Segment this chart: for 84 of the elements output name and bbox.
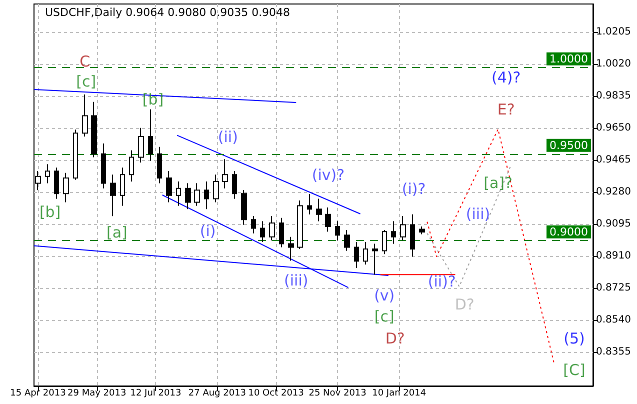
candlestick bbox=[213, 174, 219, 203]
x-tick-label: 12 Jul 2013 bbox=[130, 388, 182, 398]
candlestick bbox=[204, 181, 209, 210]
candlestick bbox=[91, 101, 97, 158]
candlestick bbox=[410, 214, 415, 258]
annotation: [c] bbox=[76, 72, 96, 91]
annotation: (ii) bbox=[218, 128, 238, 146]
candlestick bbox=[382, 229, 387, 255]
annotation: [a] bbox=[106, 224, 128, 242]
candlestick bbox=[166, 170, 172, 203]
candlestick bbox=[260, 220, 265, 243]
y-tick-label: 1.0205 bbox=[596, 26, 631, 38]
y-tick-label: 0.8910 bbox=[596, 250, 631, 262]
candlestick bbox=[344, 229, 350, 252]
annotation: [b] bbox=[142, 90, 164, 108]
y-tick-label: 0.8355 bbox=[596, 346, 631, 358]
candlestick bbox=[63, 172, 69, 203]
x-tick-label: 15 Apr 2013 bbox=[10, 388, 66, 398]
annotation: [a]? bbox=[484, 174, 512, 192]
candlestick bbox=[419, 226, 425, 235]
candlestick bbox=[176, 181, 181, 206]
candlestick bbox=[325, 206, 331, 232]
candlestick bbox=[232, 170, 237, 200]
candlestick bbox=[372, 243, 378, 276]
ref-line-label: 0.9500 bbox=[550, 138, 588, 152]
annotation: D? bbox=[385, 329, 405, 348]
candlestick bbox=[288, 236, 294, 262]
y-tick-label: 0.9650 bbox=[596, 122, 631, 134]
candlestick bbox=[82, 94, 88, 138]
candlestick bbox=[45, 164, 50, 184]
ref-line-label: 1.0000 bbox=[550, 52, 588, 66]
candlestick bbox=[335, 220, 340, 241]
candlestick bbox=[269, 216, 275, 241]
chart-title: USDCHF,Daily 0.9064 0.9080 0.9035 0.9048 bbox=[45, 6, 290, 19]
candlestick bbox=[279, 217, 284, 248]
candlestick bbox=[400, 216, 406, 241]
annotation: [c] bbox=[374, 307, 394, 326]
x-tick-label: 29 May 2013 bbox=[68, 388, 126, 398]
y-tick-label: 0.9280 bbox=[596, 186, 631, 198]
annotation: (ii)? bbox=[428, 272, 456, 291]
annotation: (4)? bbox=[491, 68, 521, 87]
annotation: D? bbox=[454, 295, 474, 314]
annotation: (v) bbox=[374, 286, 395, 305]
candlestick bbox=[391, 220, 396, 244]
candlestick bbox=[194, 182, 200, 206]
candlestick bbox=[354, 242, 359, 269]
annotation: (i)? bbox=[402, 180, 426, 198]
annotation: (iii) bbox=[466, 204, 490, 223]
ref-line-label: 0.9000 bbox=[550, 225, 588, 238]
candlestick bbox=[316, 198, 322, 222]
annotation: E? bbox=[497, 100, 515, 118]
candlestick bbox=[148, 108, 153, 162]
x-tick-label: 27 Aug 2013 bbox=[188, 388, 246, 398]
annotation: [C] bbox=[563, 361, 586, 380]
y-tick-label: 1.0020 bbox=[596, 58, 631, 70]
candlestick bbox=[54, 167, 59, 200]
y-tick-label: 0.8540 bbox=[596, 314, 631, 326]
candlestick bbox=[110, 174, 116, 217]
candlestick bbox=[73, 129, 78, 180]
annotation: (iii) bbox=[284, 271, 308, 290]
candlestick bbox=[138, 127, 144, 163]
candlestick bbox=[297, 200, 303, 250]
candlestick bbox=[157, 146, 162, 184]
x-tick-label: 25 Nov 2013 bbox=[308, 388, 366, 398]
candlestick bbox=[251, 216, 256, 234]
candlestick bbox=[120, 167, 125, 206]
candlestick bbox=[363, 242, 368, 266]
annotation: [b] bbox=[39, 202, 61, 221]
annotation: (iv)? bbox=[312, 166, 345, 184]
x-tick-label: 10 Jan 2014 bbox=[372, 388, 426, 398]
candlestick bbox=[307, 193, 312, 215]
candlestick bbox=[222, 158, 228, 189]
annotation: (i) bbox=[200, 222, 216, 240]
candlestick bbox=[101, 142, 106, 189]
annotation: (5) bbox=[564, 329, 585, 348]
y-tick-label: 0.9465 bbox=[596, 154, 631, 166]
x-tick-label: 10 Oct 2013 bbox=[248, 388, 304, 398]
annotation: C bbox=[80, 52, 90, 71]
y-tick-label: 0.9095 bbox=[596, 218, 631, 230]
candlestick bbox=[129, 150, 134, 182]
candlestick bbox=[241, 190, 247, 226]
y-tick-label: 0.9835 bbox=[596, 90, 631, 102]
y-tick-label: 0.8725 bbox=[596, 282, 631, 294]
candlestick bbox=[185, 182, 191, 210]
